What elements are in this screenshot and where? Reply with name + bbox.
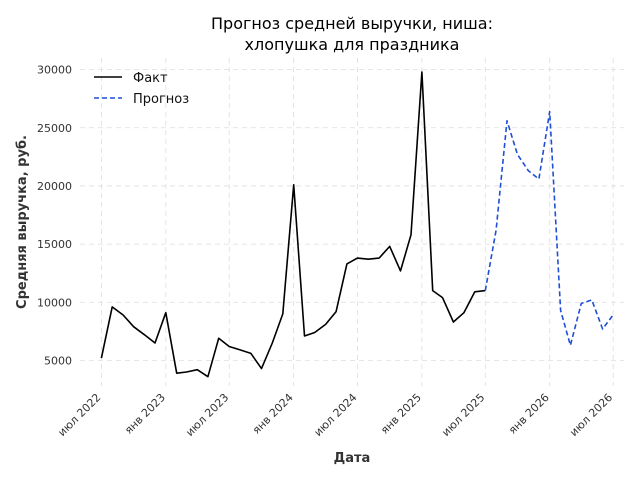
y-tick-label: 5000 [44,354,72,367]
y-tick-label: 30000 [37,64,72,77]
y-axis-label: Средняя выручка, руб. [15,135,30,309]
x-tick-label: июл 2022 [55,391,103,439]
x-tick-label: июл 2023 [183,391,231,439]
series-line-fact [100,71,486,378]
x-tick-label: июл 2026 [567,391,615,439]
chart-title-line-1: Прогноз средней выручки, ниша: [211,14,493,33]
x-tick-label: июл 2025 [439,391,487,439]
x-tick-label: янв 2024 [250,391,296,437]
grid [80,58,624,386]
y-tick-label: 15000 [37,238,72,251]
chart-title-line-2: хлопушка для праздника [245,35,460,54]
x-tick-label: янв 2023 [122,391,168,437]
y-tick-label: 10000 [37,296,72,309]
y-tick-label: 20000 [37,180,72,193]
y-tick-label: 25000 [37,122,72,135]
axes: 5000 10000 15000 20000 25000 30000 июл 2022 янв… [37,64,615,439]
legend-label-fact: Факт [133,71,168,86]
x-tick-label: янв 2026 [506,391,552,437]
x-tick-label: янв 2025 [378,391,424,437]
legend: Факт Прогноз [94,71,189,107]
x-axis-label: Дата [334,451,371,466]
series [100,71,614,378]
legend-label-forecast: Прогноз [133,92,189,107]
series-line-forecast [484,110,614,347]
x-tick-label: июл 2024 [312,391,360,439]
